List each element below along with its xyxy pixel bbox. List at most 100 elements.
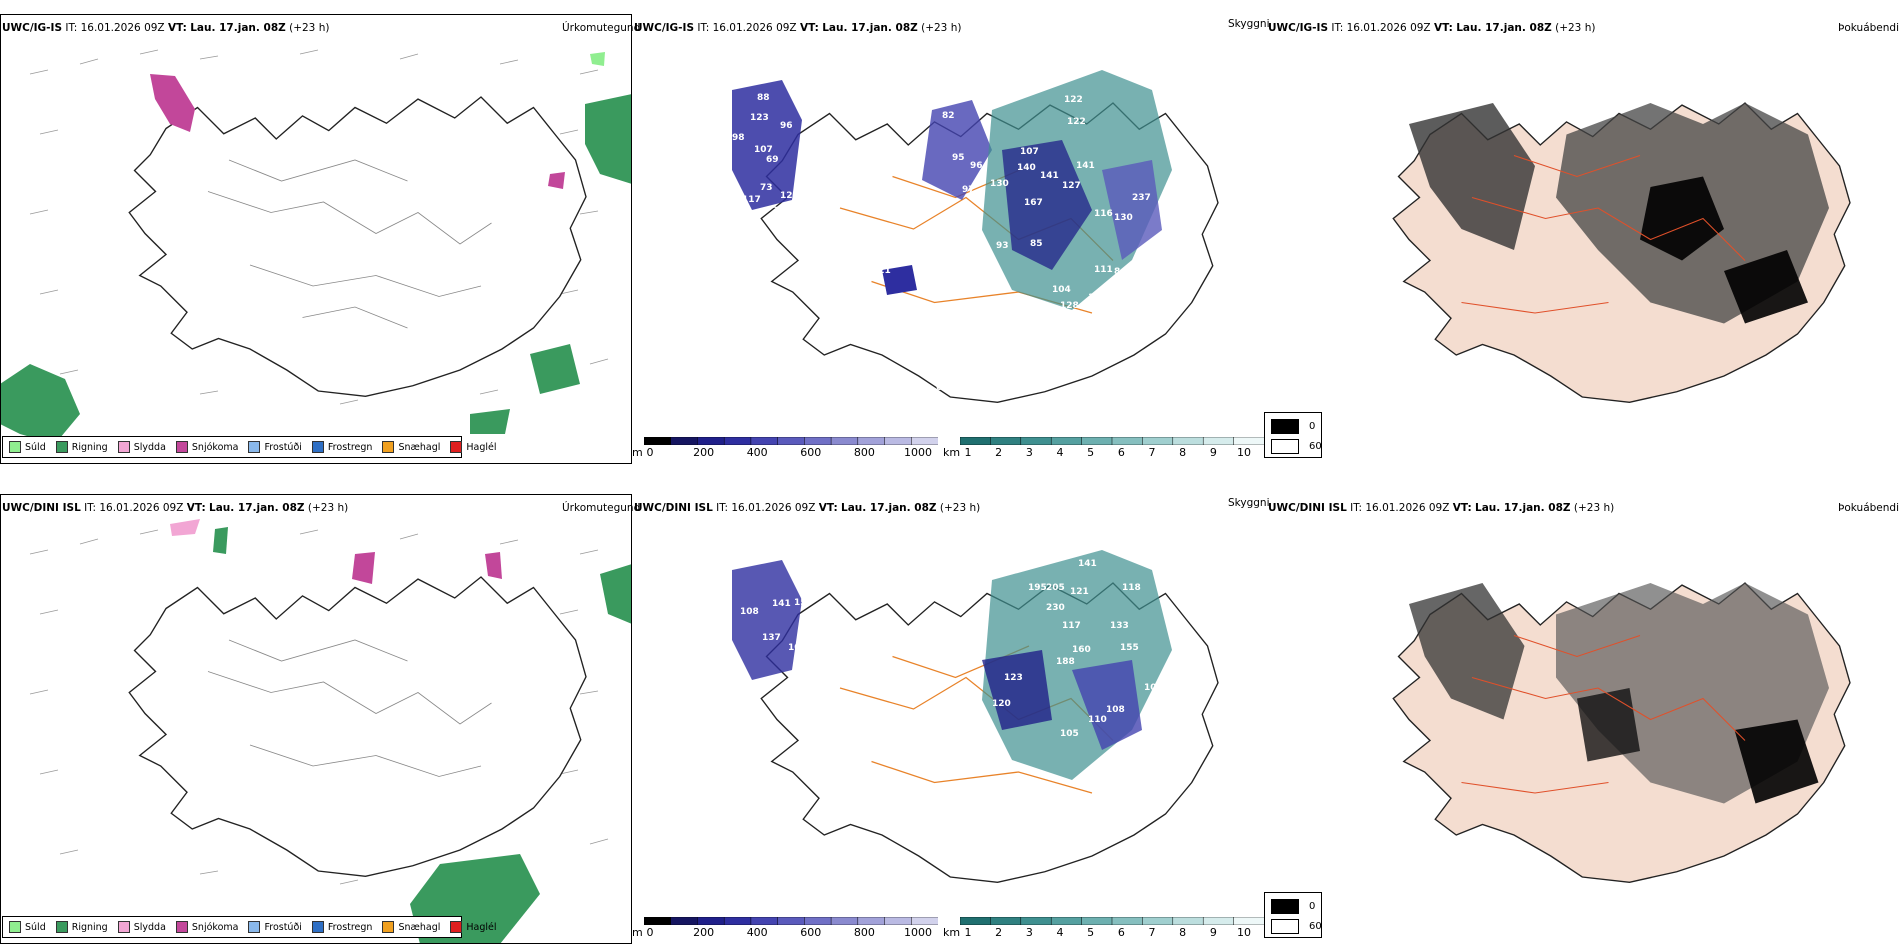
colorbar-tick-label: 600 [800, 446, 822, 459]
colorbar-segment [1202, 917, 1235, 925]
panel-header-top-middle: UWC/IG-IS IT: 16.01.2026 09Z VT: Lau. 17… [634, 22, 962, 34]
cloud-label: 98 [732, 133, 745, 143]
cloud-label: 133 [1110, 621, 1129, 631]
precip-type-legend-top: Súld Rigning Slydda Snjókoma Frostúði Fr… [2, 436, 497, 458]
cloud-visibility-panel-bottom: 141 150 108 137 102 123 120 195 205 121 … [632, 510, 1262, 920]
colorbar-tick-label: 1000 [904, 446, 932, 459]
cloud-label: 167 [1024, 198, 1043, 208]
colorbar-segment [1172, 917, 1204, 925]
cloud-label: 150 [794, 598, 813, 608]
cloud-label: 96 [780, 121, 793, 131]
colorbar-segment [644, 437, 672, 445]
colorbar-segment [884, 437, 913, 445]
colorbar-tick-label: 3 [1025, 446, 1033, 459]
colorbar-segment [1050, 437, 1083, 445]
cloud-label: 121 [872, 266, 891, 276]
height-colorbar-top [644, 437, 938, 445]
visibility-title-bottom: Skyggni [1228, 497, 1270, 509]
colorbar-tick-label: 2 [995, 446, 1003, 459]
colorbar-segment [1202, 437, 1235, 445]
cloud-label: 120 [992, 699, 1011, 709]
colorbar-segment [1050, 917, 1083, 925]
cloud-label: 140 [1017, 163, 1036, 173]
cloud-label: 116 [1094, 209, 1113, 219]
precip-type-panel-bottom: Súld Rigning Slydda Snjókoma Frostúði Fr… [0, 494, 632, 944]
colorbar-segment [857, 437, 886, 445]
cloud-label: 108 [1106, 705, 1125, 715]
legend-item: Snæhagl [382, 921, 440, 933]
colorbar-tick-label: 0 [646, 446, 654, 459]
visibility-unit-bottom: km [943, 926, 961, 939]
colorbar-tick-label: 1 [964, 926, 972, 939]
cloud-label: 25 [772, 206, 785, 216]
legend-item: Slydda [117, 921, 166, 933]
colorbar-tick-label: 10 [1237, 446, 1251, 459]
cloud-label: 237 [1132, 193, 1151, 203]
colorbar-segment [1020, 437, 1052, 445]
colorbar-tick-label: 800 [853, 446, 875, 459]
colorbar-segment [830, 437, 859, 445]
fog-legend-top: 0 60 [1264, 412, 1322, 458]
legend-item: Súld [9, 441, 46, 453]
colorbar-segment [1142, 917, 1174, 925]
iceland-outline [128, 96, 587, 397]
fog-legend-bottom: 0 60 [1264, 892, 1322, 938]
colorbar-tick-label: 7 [1148, 926, 1156, 939]
colorbar-segment [750, 437, 779, 445]
cloud-label: 93 [996, 241, 1009, 251]
colorbar-tick-label: 4 [1056, 446, 1064, 459]
fog-title-bottom: Þokuábendi [1838, 502, 1899, 514]
colorbar-segment [990, 437, 1022, 445]
height-colorbar-bottom [644, 917, 938, 925]
wind-barbs [29, 49, 609, 405]
cloud-label: 121 [1070, 587, 1089, 597]
fog-title-top: Þokuábendi [1838, 22, 1899, 34]
colorbar-tick-label: 0 [646, 926, 654, 939]
colorbar-segment [911, 917, 938, 925]
colorbar-segment [697, 917, 725, 925]
cloud-label: 104 [1052, 285, 1071, 295]
cloud-label: 141 [1040, 171, 1059, 181]
cloud-label: 107 [754, 145, 773, 155]
legend-item: Frostúði [248, 921, 302, 933]
colorbar-tick-label: 4 [1056, 926, 1064, 939]
colorbar-tick-label: 400 [746, 926, 768, 939]
colorbar-tick-label: 400 [746, 446, 768, 459]
cloud-visibility-map-bottom: 141 150 108 137 102 123 120 195 205 121 … [732, 550, 1219, 883]
cloud-label: 88 [757, 93, 770, 103]
cloud-label: 107 [1020, 147, 1039, 157]
cloud-base-labels: 88 123 98 107 69 96 73 120 117 25 121 82… [732, 93, 1151, 393]
colorbar-segment [723, 437, 752, 445]
panel-header-bottom-middle: UWC/DINI ISL IT: 16.01.2026 09Z VT: Lau.… [634, 502, 981, 514]
cloud-label: 110 [1088, 715, 1107, 725]
cloud-label: 84 [1114, 267, 1127, 277]
cloud-label: 117 [1062, 621, 1081, 631]
cloud-label: 95 [952, 153, 965, 163]
legend-item: Snjókoma [175, 921, 238, 933]
colorbar-segment [1111, 917, 1144, 925]
colorbar-tick-label: 5 [1087, 926, 1095, 939]
visibility-colorbar-bottom [960, 917, 1264, 925]
legend-item: Snjókoma [175, 441, 238, 453]
colorbar-segment [750, 917, 779, 925]
colorbar-segment [670, 917, 699, 925]
visibility-unit-top: km [943, 446, 961, 459]
cloud-label: 195 [1028, 583, 1047, 593]
cloud-visibility-panel-top: 88 123 98 107 69 96 73 120 117 25 121 82… [632, 30, 1262, 460]
cloud-label: 105 [1060, 729, 1079, 739]
legend-item: Slydda [117, 441, 166, 453]
cloud-label: 96 [970, 161, 983, 171]
cloud-areas [732, 70, 1172, 310]
cloud-label: 85 [1030, 239, 1043, 249]
cloud-label: 123 [1004, 673, 1023, 683]
cloud-label: 97 [962, 185, 975, 195]
colorbar-segment [1233, 917, 1264, 925]
precip-type-map-bottom [0, 494, 632, 944]
panel-header-top-right: UWC/IG-IS IT: 16.01.2026 09Z VT: Lau. 17… [1268, 22, 1596, 34]
cloud-label: 160 [1072, 645, 1091, 655]
fog-panel-bottom [1264, 510, 1900, 890]
colorbar-tick-label: 200 [693, 926, 715, 939]
legend-item: Frostúði [248, 441, 302, 453]
legend-item: Rigning [55, 921, 108, 933]
colorbar-segment [960, 437, 992, 445]
